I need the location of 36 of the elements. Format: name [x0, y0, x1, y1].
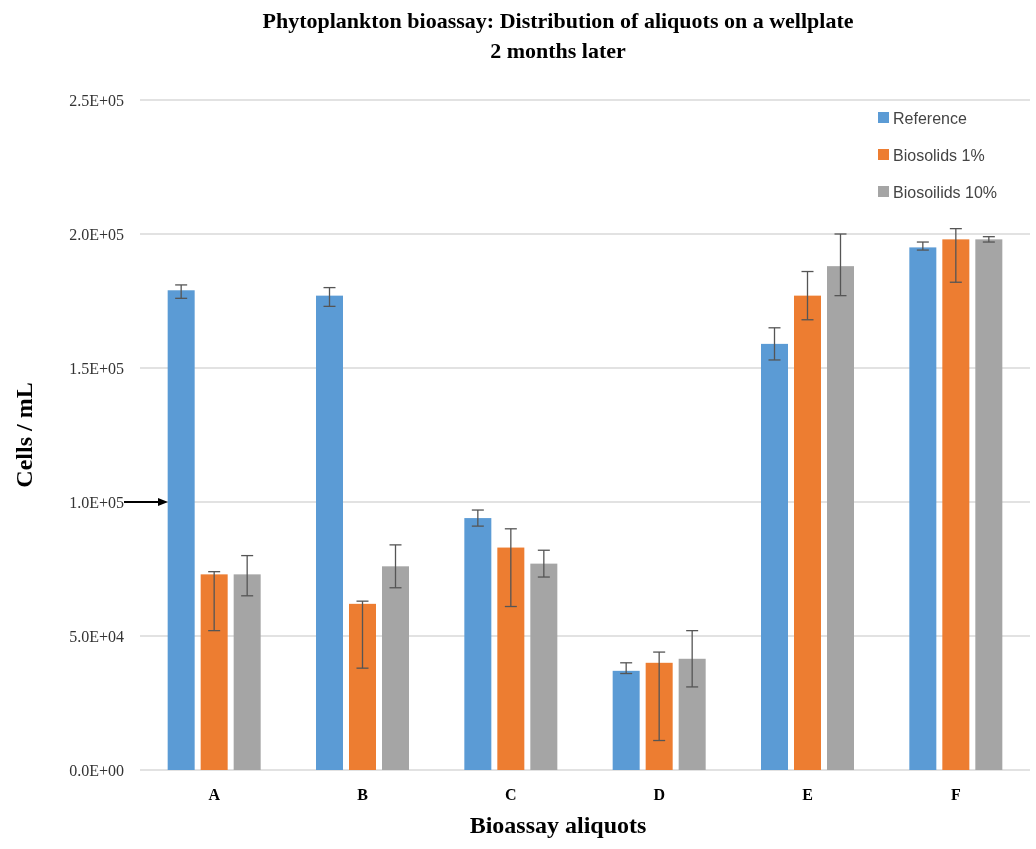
y-tick-label: 1.0E+05 [69, 493, 124, 511]
legend-label: Reference [893, 109, 967, 127]
bar [761, 343, 788, 770]
y-tick-label: 2.0E+05 [69, 225, 124, 243]
bar [200, 574, 228, 770]
x-tick-label: A [208, 786, 221, 803]
y-tick-label: 2.5E+05 [69, 91, 124, 109]
bar [349, 603, 376, 770]
bar [975, 239, 1003, 770]
bar [464, 518, 492, 770]
bar [530, 563, 558, 770]
y-tick-label: 1.5E+05 [69, 359, 124, 377]
x-tick-label: B [357, 786, 369, 803]
bar [167, 290, 195, 770]
bar [794, 295, 821, 770]
bar [827, 266, 854, 770]
y-tick-label: 0.0E+00 [69, 761, 124, 779]
bar [316, 295, 343, 770]
bar [382, 566, 409, 770]
x-tick-label: C [505, 786, 517, 803]
chart-title: Phytoplankton bioassay: Distribution of aliquots on a wellplate 2 months later [262, 8, 854, 63]
legend-label: Biosoilids 10% [893, 183, 998, 201]
bar [497, 547, 525, 770]
x-tick-label: F [950, 786, 961, 803]
legend-label: Biosolids 1% [893, 146, 985, 164]
x-tick-label: D [653, 786, 665, 803]
bar [612, 670, 640, 770]
bar [678, 658, 706, 770]
bar [909, 247, 937, 770]
x-axis-title: Bioassay aliquots [469, 812, 647, 838]
bar [233, 574, 261, 770]
y-tick-label: 5.0E+04 [69, 627, 124, 645]
x-tick-label: E [802, 786, 813, 803]
bar [645, 662, 673, 770]
y-axis-title: Cells / mL [11, 382, 37, 488]
bar [942, 239, 970, 770]
